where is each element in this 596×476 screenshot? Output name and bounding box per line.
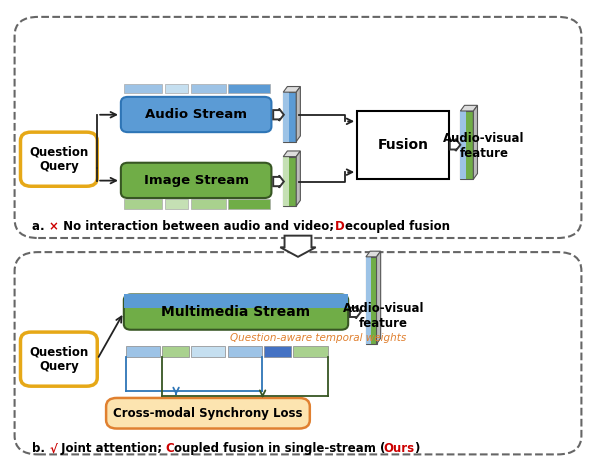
Bar [283, 157, 289, 206]
Bar [366, 257, 371, 344]
Text: Question
Query: Question Query [29, 345, 88, 373]
Polygon shape [473, 105, 477, 179]
Bar [366, 257, 377, 344]
Bar [265, 346, 291, 357]
Bar [460, 111, 466, 179]
Bar [191, 199, 226, 209]
Bar [124, 84, 162, 93]
Bar [164, 199, 188, 209]
Bar [357, 111, 449, 179]
Bar [228, 84, 269, 93]
Polygon shape [350, 306, 361, 318]
FancyBboxPatch shape [14, 17, 582, 238]
Polygon shape [460, 105, 477, 111]
Text: b.: b. [32, 442, 49, 455]
Bar [164, 84, 188, 93]
Text: No interaction between audio and video;: No interaction between audio and video; [58, 220, 338, 233]
Polygon shape [283, 151, 300, 157]
Text: a.: a. [32, 220, 49, 233]
Text: Fusion: Fusion [377, 138, 429, 152]
Text: C: C [165, 442, 174, 455]
Polygon shape [273, 176, 284, 188]
Bar [124, 295, 348, 308]
FancyBboxPatch shape [121, 163, 271, 198]
Text: Joint attention;: Joint attention; [57, 442, 166, 455]
Bar [228, 346, 262, 357]
Polygon shape [273, 109, 284, 121]
Polygon shape [366, 251, 381, 257]
Text: D: D [336, 220, 345, 233]
FancyBboxPatch shape [124, 295, 348, 330]
Bar [283, 157, 296, 206]
Text: √: √ [49, 442, 57, 455]
Text: ecoupled fusion: ecoupled fusion [345, 220, 450, 233]
Bar [124, 199, 162, 209]
Text: Audio-visual
feature: Audio-visual feature [443, 132, 524, 160]
Polygon shape [377, 251, 381, 344]
Text: Question
Query: Question Query [29, 145, 88, 173]
Bar [460, 111, 473, 179]
FancyBboxPatch shape [14, 252, 582, 455]
Text: Audio Stream: Audio Stream [145, 108, 247, 121]
Polygon shape [296, 151, 300, 206]
Polygon shape [280, 236, 316, 257]
Bar [191, 346, 225, 357]
Text: Cross-modal Synchrony Loss: Cross-modal Synchrony Loss [113, 407, 303, 420]
FancyBboxPatch shape [106, 398, 310, 428]
Text: oupled fusion in single-stream (: oupled fusion in single-stream ( [174, 442, 386, 455]
Text: Image Stream: Image Stream [144, 174, 249, 187]
Text: Multimedia Stream: Multimedia Stream [162, 305, 311, 319]
Bar [283, 92, 296, 141]
Bar [228, 199, 269, 209]
FancyBboxPatch shape [20, 332, 97, 386]
FancyBboxPatch shape [121, 97, 271, 132]
Bar [162, 346, 189, 357]
FancyBboxPatch shape [20, 132, 97, 186]
Text: Audio-visual
feature: Audio-visual feature [343, 302, 424, 329]
Polygon shape [283, 87, 300, 92]
Text: ): ) [414, 442, 420, 455]
Polygon shape [296, 87, 300, 141]
Bar [293, 346, 328, 357]
Text: ×: × [49, 220, 59, 233]
Text: Ours: Ours [383, 442, 414, 455]
Bar [126, 346, 160, 357]
Polygon shape [450, 139, 460, 151]
Bar [283, 92, 289, 141]
Bar [191, 84, 226, 93]
Text: Question-aware temporal weights: Question-aware temporal weights [230, 333, 406, 343]
